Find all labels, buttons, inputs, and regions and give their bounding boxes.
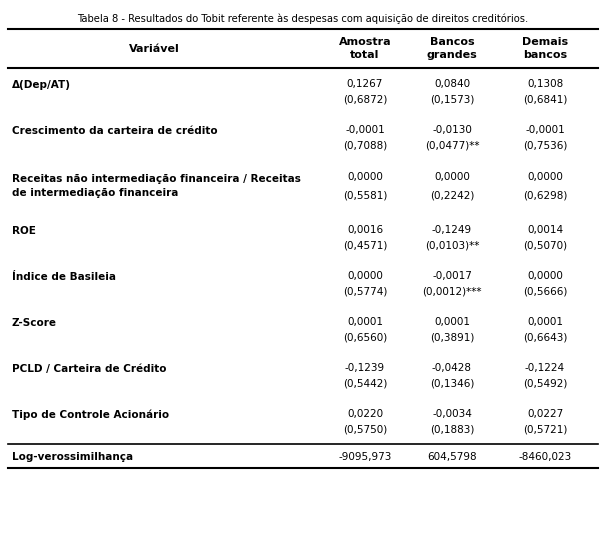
Text: (0,0103)**: (0,0103)** — [425, 240, 479, 250]
Text: (0,2242): (0,2242) — [430, 190, 474, 200]
Text: 0,0001: 0,0001 — [434, 317, 470, 327]
Text: 0,0000: 0,0000 — [434, 172, 470, 182]
Text: (0,6298): (0,6298) — [523, 190, 567, 200]
Text: -0,0001: -0,0001 — [345, 125, 385, 135]
Text: Crescimento da carteira de crédito: Crescimento da carteira de crédito — [12, 126, 218, 136]
Text: (0,5721): (0,5721) — [523, 424, 567, 434]
Text: -0,0034: -0,0034 — [432, 409, 472, 419]
Text: (0,3891): (0,3891) — [430, 332, 474, 342]
Text: (0,6643): (0,6643) — [523, 332, 567, 342]
Text: (0,5070): (0,5070) — [523, 240, 567, 250]
Text: 0,0227: 0,0227 — [527, 409, 563, 419]
Text: Tabela 8 - Resultados do Tobit referente às despesas com aquisição de direitos c: Tabela 8 - Resultados do Tobit referente… — [78, 13, 528, 23]
Text: Δ(Dep/AT): Δ(Dep/AT) — [12, 80, 71, 90]
Text: Demais
bancos: Demais bancos — [522, 37, 568, 60]
Text: 0,0220: 0,0220 — [347, 409, 383, 419]
Text: Amostra
total: Amostra total — [339, 37, 391, 60]
Text: (0,1883): (0,1883) — [430, 424, 474, 434]
Text: (0,6560): (0,6560) — [343, 332, 387, 342]
Text: (0,5750): (0,5750) — [343, 424, 387, 434]
Text: 0,0014: 0,0014 — [527, 225, 563, 235]
Text: -0,1239: -0,1239 — [345, 363, 385, 373]
Text: 0,0001: 0,0001 — [347, 317, 383, 327]
Text: -9095,973: -9095,973 — [338, 452, 391, 462]
Text: 0,1267: 0,1267 — [347, 79, 383, 89]
Text: -0,0001: -0,0001 — [525, 125, 565, 135]
Text: (0,4571): (0,4571) — [343, 240, 387, 250]
Text: 0,0840: 0,0840 — [434, 79, 470, 89]
Text: Índice de Basileia: Índice de Basileia — [12, 272, 116, 282]
Text: (0,0477)**: (0,0477)** — [425, 140, 479, 150]
Text: Tipo de Controle Acionário: Tipo de Controle Acionário — [12, 410, 169, 420]
Text: Variável: Variável — [128, 44, 179, 53]
Text: (0,5666): (0,5666) — [523, 286, 567, 296]
Text: 0,0016: 0,0016 — [347, 225, 383, 235]
Text: Z-Score: Z-Score — [12, 318, 57, 328]
Text: 0,0000: 0,0000 — [527, 172, 563, 182]
Text: 0,0001: 0,0001 — [527, 317, 563, 327]
Text: 0,0000: 0,0000 — [347, 271, 383, 281]
Text: 0,1308: 0,1308 — [527, 79, 563, 89]
Text: 604,5798: 604,5798 — [427, 452, 477, 462]
Text: -0,1224: -0,1224 — [525, 363, 565, 373]
Text: Receitas não intermediação financeira / Receitas: Receitas não intermediação financeira / … — [12, 174, 301, 184]
Text: Log-verossimilhança: Log-verossimilhança — [12, 452, 133, 462]
Text: de intermediação financeira: de intermediação financeira — [12, 188, 178, 198]
Text: (0,7088): (0,7088) — [343, 140, 387, 150]
Text: (0,0012)***: (0,0012)*** — [422, 286, 482, 296]
Text: (0,5774): (0,5774) — [343, 286, 387, 296]
Text: Bancos
grandes: Bancos grandes — [427, 37, 478, 60]
Text: PCLD / Carteira de Crédito: PCLD / Carteira de Crédito — [12, 364, 167, 374]
Text: -0,1249: -0,1249 — [432, 225, 472, 235]
Text: (0,6872): (0,6872) — [343, 94, 387, 104]
Text: (0,5492): (0,5492) — [523, 378, 567, 388]
Text: (0,1346): (0,1346) — [430, 378, 474, 388]
Text: -0,0130: -0,0130 — [432, 125, 472, 135]
Text: 0,0000: 0,0000 — [527, 271, 563, 281]
Text: (0,6841): (0,6841) — [523, 94, 567, 104]
Text: 0,0000: 0,0000 — [347, 172, 383, 182]
Text: (0,5581): (0,5581) — [343, 190, 387, 200]
Text: (0,1573): (0,1573) — [430, 94, 474, 104]
Text: -0,0428: -0,0428 — [432, 363, 472, 373]
Text: -8460,023: -8460,023 — [518, 452, 571, 462]
Text: -0,0017: -0,0017 — [432, 271, 472, 281]
Text: (0,5442): (0,5442) — [343, 378, 387, 388]
Text: ROE: ROE — [12, 226, 36, 236]
Text: (0,7536): (0,7536) — [523, 140, 567, 150]
